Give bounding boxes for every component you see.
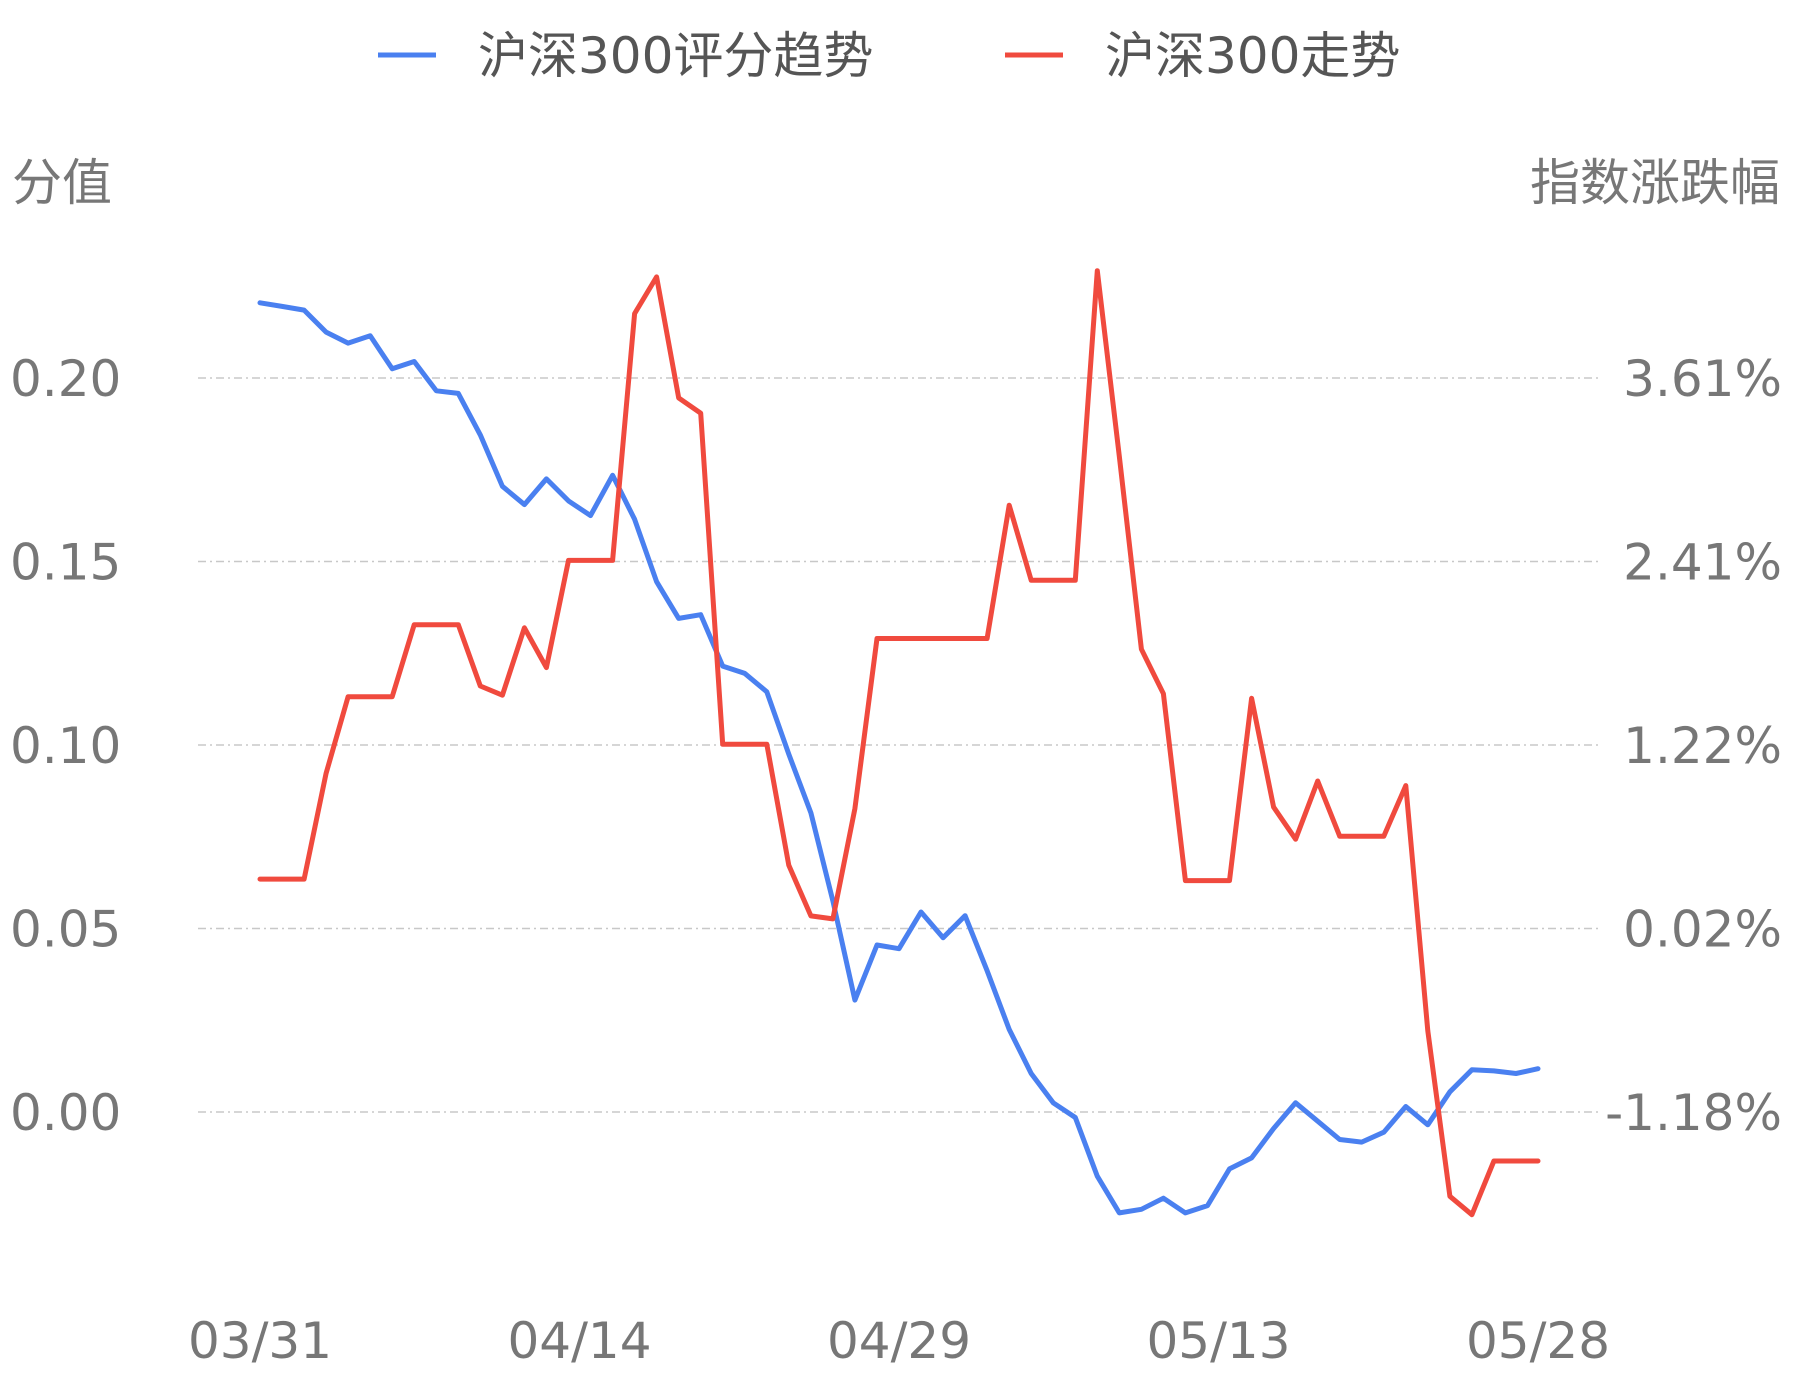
x-tick-label: 05/13 <box>1146 1312 1290 1370</box>
legend-label-score-trend: 沪深300评分趋势 <box>478 27 873 85</box>
x-tick-label: 03/31 <box>188 1312 332 1370</box>
x-tick-label: 05/28 <box>1466 1312 1610 1370</box>
y-left-tick-label: 0.05 <box>10 901 121 959</box>
series-line-index-trend <box>257 268 1541 1218</box>
y-left-tick-label: 0.15 <box>10 534 121 592</box>
y-right-tick-label: 0.02% <box>1623 901 1782 959</box>
x-ticks: 03/31 04/14 04/29 05/13 05/28 <box>188 1312 1610 1370</box>
y-right-tick-label: 3.61% <box>1623 350 1782 408</box>
x-tick-label: 04/29 <box>827 1312 971 1370</box>
y-left-tick-label: 0.00 <box>10 1084 121 1142</box>
y-right-axis-title: 指数涨跌幅 <box>1530 154 1780 212</box>
series-layer <box>257 268 1541 1218</box>
legend: 沪深300评分趋势 沪深300走势 <box>378 27 1400 85</box>
y-left-axis-title: 分值 <box>12 154 112 212</box>
y-left-tick-label: 0.20 <box>10 350 121 408</box>
y-left-tick-label: 0.10 <box>10 717 121 775</box>
y-right-tick-label: 1.22% <box>1623 717 1782 775</box>
series-line-score-trend <box>257 300 1541 1216</box>
y-right-tick-label: 2.41% <box>1623 534 1782 592</box>
y-right-tick-label: -1.18% <box>1605 1084 1782 1142</box>
gridlines <box>198 377 1600 1113</box>
y-left-ticks: 0.00 0.05 0.10 0.15 0.20 <box>10 350 121 1142</box>
y-right-ticks: -1.18% 0.02% 1.22% 2.41% 3.61% <box>1605 350 1782 1142</box>
x-tick-label: 04/14 <box>507 1312 651 1370</box>
legend-label-index-trend: 沪深300走势 <box>1105 27 1400 85</box>
